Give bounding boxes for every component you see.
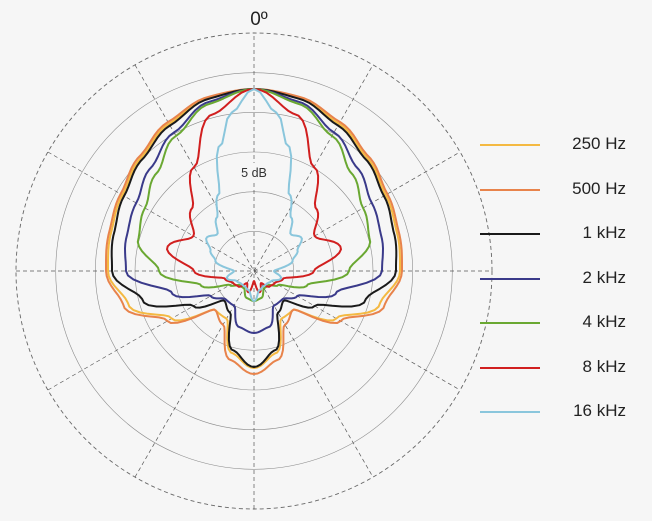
legend-label: 1 kHz bbox=[582, 223, 626, 242]
radial-label-bg bbox=[236, 163, 272, 181]
legend-label: 250 Hz bbox=[572, 134, 626, 153]
series-line bbox=[205, 88, 303, 302]
grid-spoke bbox=[134, 64, 374, 478]
series-line bbox=[105, 88, 403, 375]
legend-label: 8 kHz bbox=[582, 356, 626, 376]
series-layer bbox=[105, 88, 403, 375]
polar-grid bbox=[15, 32, 493, 510]
legend-swatch bbox=[480, 322, 540, 324]
series-line bbox=[107, 88, 401, 369]
legend-swatch bbox=[480, 411, 540, 413]
grid-spoke bbox=[47, 151, 461, 391]
grid-spoke bbox=[134, 64, 374, 478]
legend-swatch bbox=[480, 188, 540, 191]
series-line bbox=[166, 88, 342, 294]
legend: 250 Hz 500 Hz 1 kHz 2 kHz 4 kHz 8 kHz 16… bbox=[470, 128, 640, 440]
legend-label: 4 kHz bbox=[582, 312, 626, 331]
radial-label: 5 dB bbox=[241, 166, 267, 180]
legend-label: 500 Hz bbox=[572, 178, 626, 198]
grid-spoke bbox=[47, 151, 461, 391]
legend-label: 16 kHz bbox=[573, 401, 626, 420]
legend-swatch bbox=[480, 144, 540, 146]
legend-item: 4 kHz bbox=[470, 306, 640, 351]
legend-item: 1 kHz bbox=[470, 217, 640, 262]
legend-item: 250 Hz bbox=[470, 128, 640, 173]
series-line bbox=[110, 88, 398, 368]
angle-label-0: 0º bbox=[250, 9, 268, 30]
legend-item: 2 kHz bbox=[470, 262, 640, 307]
legend-item: 8 kHz bbox=[470, 351, 640, 396]
legend-swatch bbox=[480, 233, 540, 235]
legend-item: 500 Hz bbox=[470, 173, 640, 218]
series-line bbox=[124, 88, 384, 334]
legend-label: 2 kHz bbox=[582, 267, 626, 287]
legend-swatch bbox=[480, 277, 540, 280]
legend-swatch bbox=[480, 366, 540, 369]
legend-item: 16 kHz bbox=[470, 395, 640, 440]
